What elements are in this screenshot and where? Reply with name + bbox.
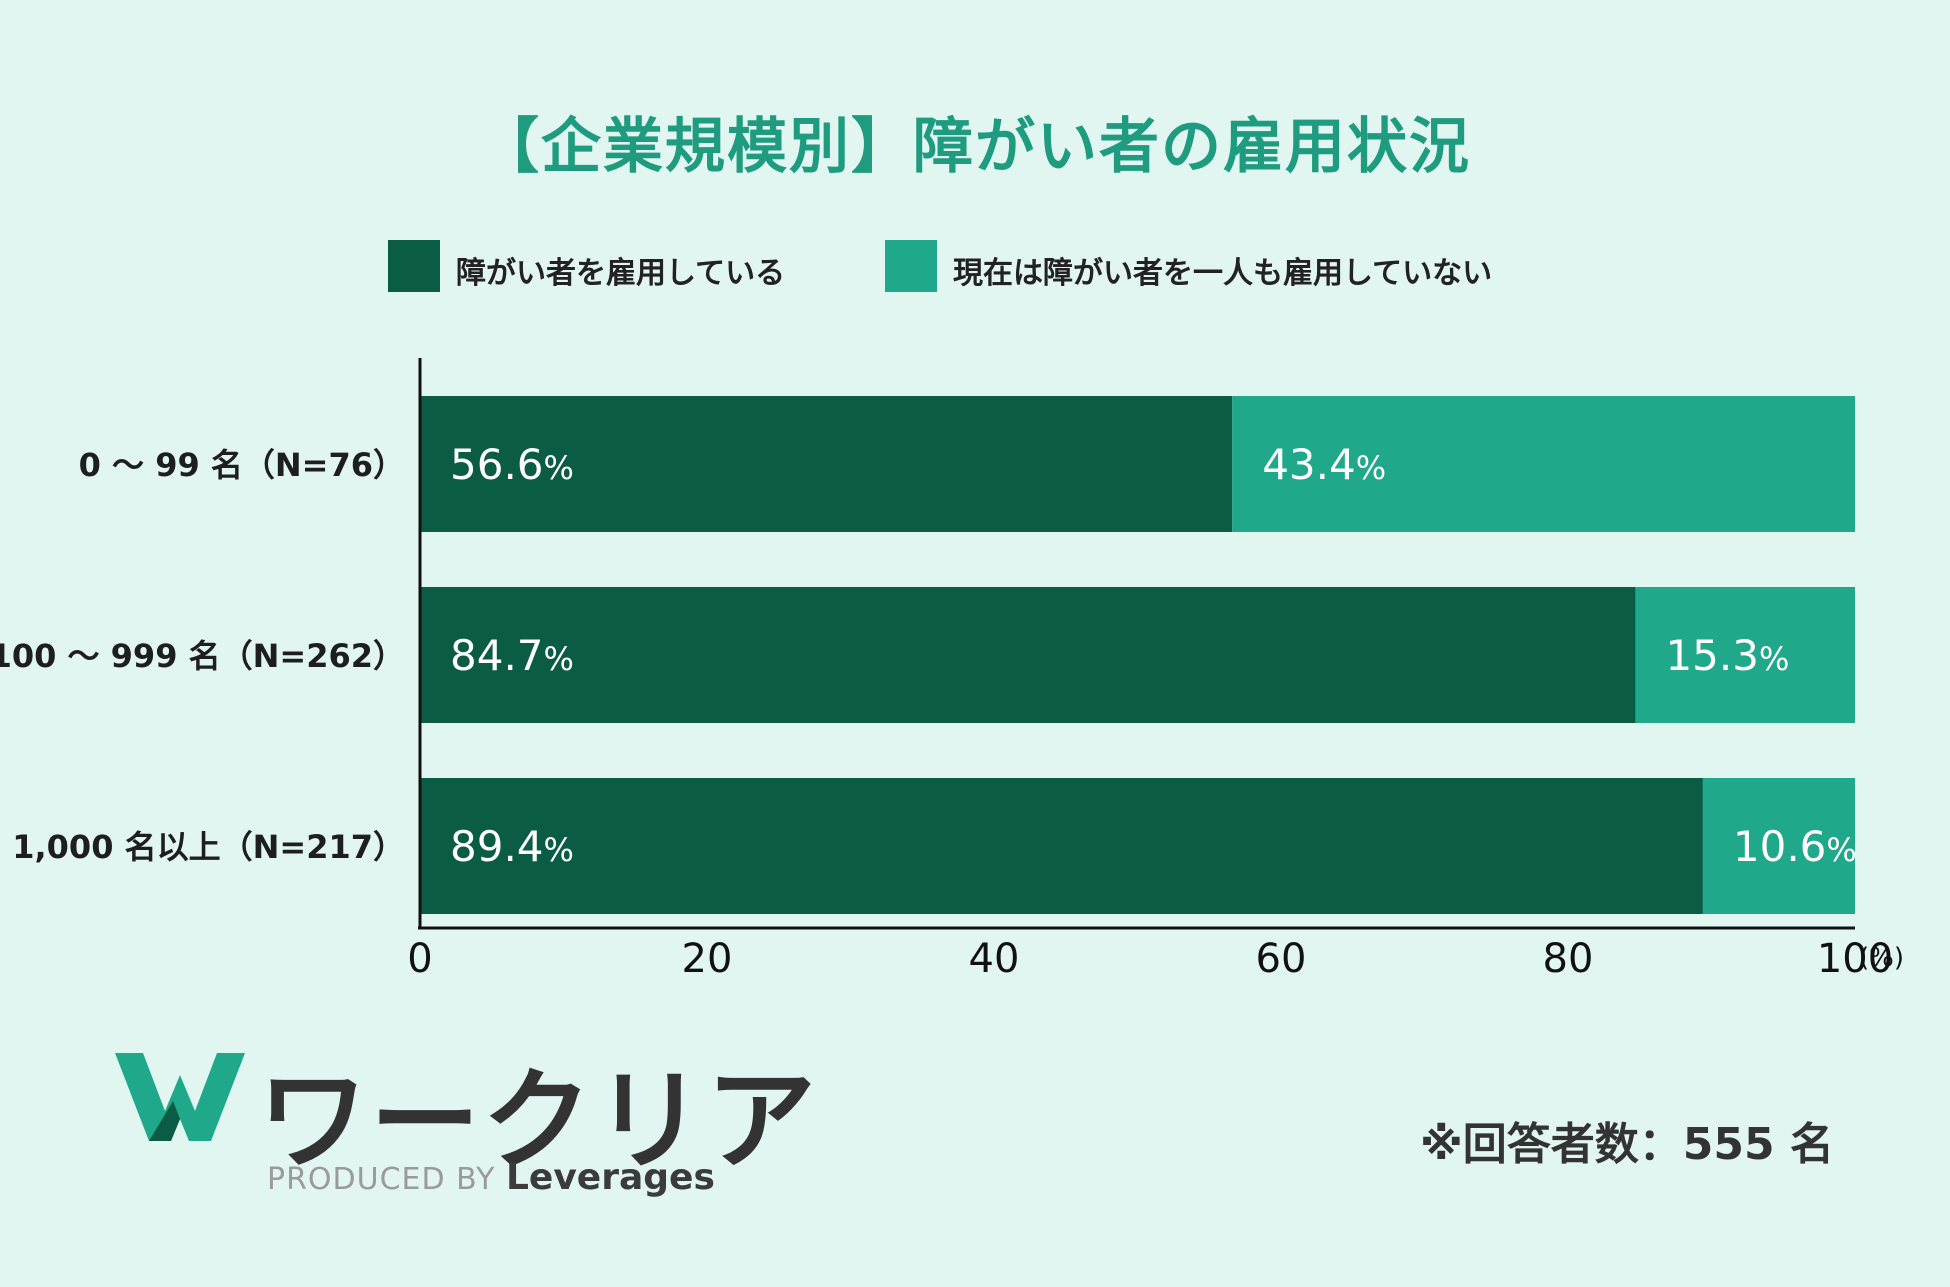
chart-title: 【企業規模別】障がい者の雇用状況 xyxy=(479,112,1471,182)
produced-by-text: PRODUCED BY xyxy=(267,1162,496,1197)
bar-segment xyxy=(1635,587,1855,723)
stacked-bar-chart: 0 ～ 99 名（N=76） 56.6% 43.4% 100 ～ 999 名（N=26… xyxy=(0,358,1904,982)
bar-segment xyxy=(1232,396,1855,532)
legend-swatch-employed xyxy=(388,240,440,292)
x-tick-label: 40 xyxy=(969,936,1020,982)
bar-segment xyxy=(420,587,1636,723)
bar-value-label: 89.4% xyxy=(450,822,574,871)
category-label: 100 ～ 999 名（N=262） xyxy=(0,637,405,675)
workclear-logo: ワークリア PRODUCED BY Leverages xyxy=(115,1045,816,1205)
bar-segment xyxy=(420,396,1233,532)
x-tick-label: 60 xyxy=(1256,936,1307,982)
bar-segment xyxy=(420,778,1703,914)
respondent-count-note: ※回答者数：555 名 xyxy=(1420,1119,1834,1170)
x-tick-label: 80 xyxy=(1543,936,1594,982)
x-tick-label: 0 xyxy=(407,936,432,982)
bar-value-label: 56.6% xyxy=(450,440,574,489)
x-tick-label: 20 xyxy=(682,936,733,982)
logo-wordmark: ワークリア xyxy=(258,1057,818,1185)
workclear-w-logo-icon xyxy=(115,1053,245,1141)
x-axis-unit: (%) xyxy=(1859,943,1904,973)
legend-label-not-employed: 現在は障がい者を一人も雇用していない xyxy=(953,256,1493,291)
legend-label-employed: 障がい者を雇用している xyxy=(456,256,786,291)
bar-value-label: 10.6% xyxy=(1733,822,1857,871)
bar-value-label: 84.7% xyxy=(450,631,574,680)
category-label: 1,000 名以上（N=217） xyxy=(12,828,405,866)
bar-value-label: 43.4% xyxy=(1262,440,1386,489)
produced-by-line: PRODUCED BY Leverages xyxy=(267,1157,715,1198)
category-label: 0 ～ 99 名（N=76） xyxy=(79,446,405,484)
bar-segment xyxy=(1702,778,1855,914)
bar-value-label: 15.3% xyxy=(1665,631,1789,680)
x-tick-label: 100 xyxy=(1817,936,1893,982)
brand-leverages: Leverages xyxy=(505,1157,715,1198)
legend-swatch-not-employed xyxy=(885,240,937,292)
